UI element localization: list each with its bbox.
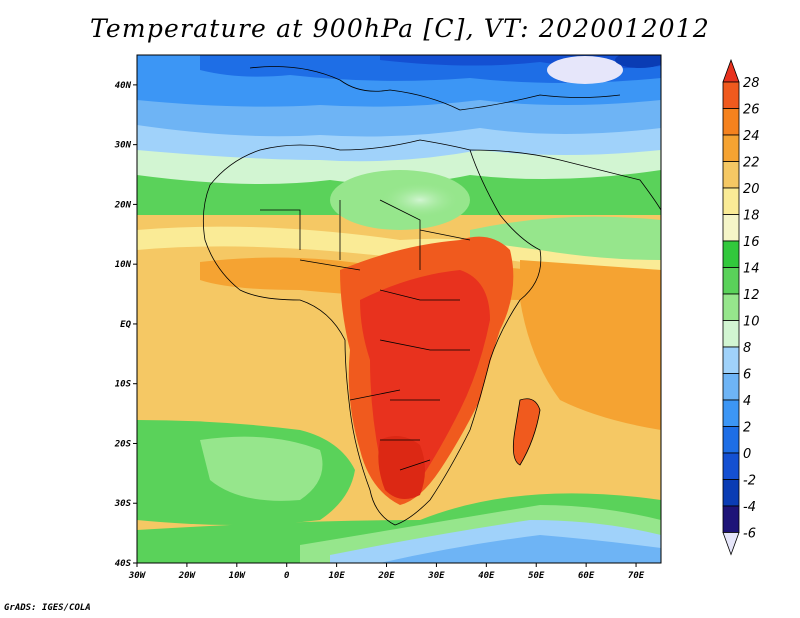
colorbar-swatch xyxy=(722,108,740,136)
colorbar-label: 10 xyxy=(743,315,760,330)
lon-tick-label: 70E xyxy=(628,571,645,581)
lat-tick-label: 20S xyxy=(114,439,132,449)
colorbar-label: -2 xyxy=(743,474,756,489)
colorbar-swatch xyxy=(722,161,740,189)
colorbar-label: -6 xyxy=(743,527,756,542)
colorbar-swatch xyxy=(722,267,740,295)
colorbar-swatch xyxy=(722,187,740,215)
lon-tick-label: 30W xyxy=(128,571,147,581)
map-title: Temperature at 900hPa [C], VT: 202001201… xyxy=(90,14,710,43)
colorbar-label: 24 xyxy=(743,129,760,144)
colorbar-label: 26 xyxy=(743,103,760,118)
latitude-axis: 40N 30N 20N 10N EQ 10S 20S 30S 40S xyxy=(114,81,137,569)
colorbar-label: 20 xyxy=(743,182,760,197)
colorbar-swatch xyxy=(722,399,740,427)
colorbar-label: 28 xyxy=(743,76,760,91)
colorbar-swatch xyxy=(722,320,740,348)
colorbar-swatch xyxy=(722,346,740,374)
colorbar-label: 16 xyxy=(743,235,760,250)
lon-tick-label: 0 xyxy=(284,571,290,581)
colorbar-label: 2 xyxy=(743,421,751,436)
colorbar-swatch xyxy=(722,134,740,162)
lat-tick-label: 30N xyxy=(114,141,132,151)
colorbar-swatch xyxy=(722,214,740,242)
colorbar-label: 6 xyxy=(743,368,751,383)
lat-tick-label: 10S xyxy=(115,380,132,390)
longitude-axis: 30W 20W 10W 0 10E 20E 30E 40E 50E 60E 70E xyxy=(128,563,645,581)
colorbar-swatch xyxy=(722,81,740,109)
lon-tick-label: 20E xyxy=(377,571,395,581)
colorbar-min-arrow xyxy=(722,532,740,556)
lat-tick-label: 20N xyxy=(114,200,132,210)
lat-tick-label: 30S xyxy=(114,499,132,509)
colorbar-label: 12 xyxy=(743,288,760,303)
colorbar-swatch xyxy=(722,426,740,454)
colorbar-label: 18 xyxy=(743,209,760,224)
lon-tick-label: 10W xyxy=(229,571,247,581)
colorbar-label: -4 xyxy=(743,500,756,515)
colorbar-label: 22 xyxy=(743,156,760,171)
lon-tick-label: 30E xyxy=(427,571,445,581)
lat-tick-label: 40S xyxy=(115,559,132,569)
lat-tick-label: EQ xyxy=(120,320,131,330)
map-frame xyxy=(136,54,662,564)
colorbar-swatch xyxy=(722,505,740,533)
colorbar-label: 4 xyxy=(743,394,751,409)
lon-tick-label: 60E xyxy=(578,571,595,581)
temperature-field xyxy=(137,55,661,563)
colorbar-swatch xyxy=(722,240,740,268)
colorbar-swatch xyxy=(722,373,740,401)
colorbar-label: 14 xyxy=(743,262,760,277)
lat-tick-label: 10N xyxy=(115,260,132,270)
colorbar-max-arrow xyxy=(722,58,740,83)
coastlines xyxy=(202,66,661,526)
lon-tick-label: 20W xyxy=(178,571,197,581)
grads-credit: GrADS: IGES/COLA xyxy=(4,603,91,613)
colorbar-swatch xyxy=(722,293,740,321)
lat-tick-label: 40N xyxy=(115,81,132,91)
colorbar-label: 8 xyxy=(743,341,751,356)
colorbar-swatch xyxy=(722,452,740,480)
colorbar-swatch xyxy=(722,479,740,507)
colorbar-label: 0 xyxy=(743,447,751,462)
lon-tick-label: 50E xyxy=(528,571,545,581)
lon-tick-label: 10E xyxy=(328,571,345,581)
lon-tick-label: 40E xyxy=(478,571,495,581)
